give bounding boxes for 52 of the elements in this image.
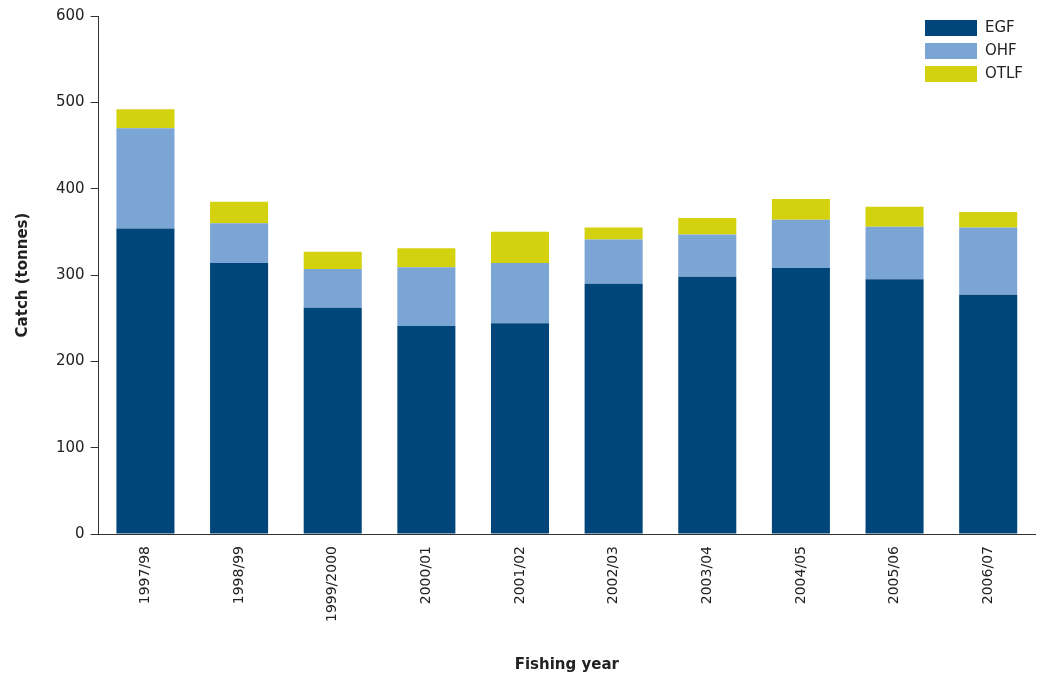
bar: [210, 201, 269, 224]
y-tick-label: 600: [55, 5, 85, 24]
bar: [959, 294, 1018, 534]
bar: [303, 251, 362, 269]
bar: [303, 307, 362, 534]
bar: [678, 218, 737, 235]
x-tick-label: 1998/99: [229, 546, 246, 605]
bar: [490, 262, 550, 324]
y-tick-label: 200: [55, 351, 85, 370]
bar: [210, 223, 269, 263]
y-tick-label: 500: [55, 92, 85, 111]
x-tick-label: 1999/2000: [323, 546, 340, 623]
bar: [116, 228, 175, 534]
bar: [678, 276, 737, 534]
y-tick-label: 100: [55, 437, 85, 456]
y-tick-label: 300: [55, 264, 85, 283]
bar: [865, 226, 924, 280]
bar: [397, 267, 456, 326]
x-tick-label: 2002/03: [604, 546, 621, 605]
x-axis-title: Fishing year: [514, 654, 620, 673]
bar: [303, 268, 362, 308]
bar: [959, 227, 1018, 295]
x-tick-label: 2001/02: [510, 546, 527, 605]
legend-label: OHF: [985, 40, 1017, 59]
legend-label: EGF: [985, 17, 1015, 36]
x-tick-label: 2005/06: [885, 545, 902, 605]
bar: [584, 239, 643, 284]
y-tick-label: 400: [55, 178, 85, 197]
bar: [584, 227, 643, 240]
bar: [865, 279, 924, 534]
bar: [584, 283, 643, 534]
bar: [865, 206, 924, 227]
bar: [490, 231, 550, 263]
x-tick-label: 2000/01: [417, 546, 433, 605]
x-tick-label: 2004/05: [791, 546, 808, 605]
bar: [116, 128, 175, 229]
bar: [116, 109, 175, 129]
bar: [397, 248, 456, 268]
bar: [959, 211, 1018, 228]
legend-label: OTLF: [985, 63, 1023, 82]
y-tick-label: 0: [75, 523, 85, 542]
y-axis-title: Catch (tonnes): [12, 212, 31, 338]
x-tick-label: 1997/98: [136, 546, 153, 605]
bar: [771, 219, 830, 269]
bar: [771, 268, 830, 534]
bar: [678, 234, 737, 277]
bar: [771, 199, 830, 220]
x-tick-label: 2006/07: [978, 546, 995, 605]
bar: [210, 262, 269, 534]
bar: [490, 323, 550, 534]
x-tick-label: 2003/04: [697, 545, 714, 605]
bar: [397, 325, 456, 534]
